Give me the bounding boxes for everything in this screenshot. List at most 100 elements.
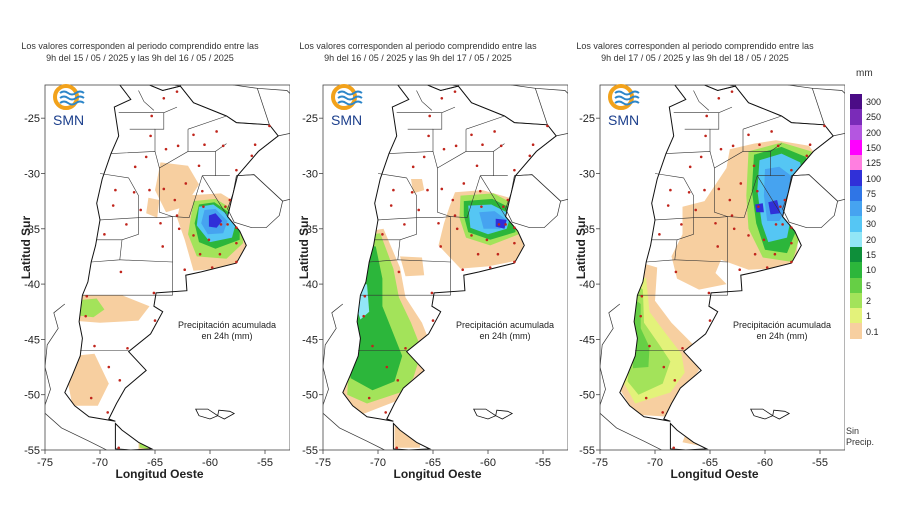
station-dot <box>704 134 707 138</box>
station-dot <box>219 223 223 226</box>
y-tick-label: -35 <box>24 224 40 236</box>
plot-frame <box>44 84 290 451</box>
legend-level-label: 125 <box>866 158 882 169</box>
station-dot <box>175 214 179 217</box>
station-dot <box>218 252 222 256</box>
station-dot <box>84 314 87 318</box>
legend-swatch <box>850 323 862 339</box>
station-dot <box>226 223 229 226</box>
station-dot <box>442 147 446 151</box>
station-dot <box>132 190 136 194</box>
x-tick-label: -55 <box>257 457 273 469</box>
y-tick-label: -55 <box>579 445 595 457</box>
x-axis-label: Longitud Oeste <box>116 467 204 481</box>
station-dot <box>440 96 444 100</box>
station-dot <box>758 143 761 147</box>
station-dot <box>126 346 129 350</box>
station-dot <box>250 154 254 158</box>
station-dot <box>235 241 238 245</box>
station-dot <box>488 266 492 269</box>
map-caption: Precipitación acumulada en 24h (mm) <box>732 320 832 341</box>
station-dot <box>756 189 759 193</box>
country-border <box>535 87 568 95</box>
province-border <box>388 151 438 185</box>
province-border <box>159 129 189 169</box>
legend-level-label: 15 <box>866 250 877 260</box>
province-border <box>159 184 173 217</box>
station-dot <box>431 319 435 322</box>
malvinas-outline <box>195 408 219 420</box>
province-border <box>215 143 227 152</box>
station-dot <box>732 227 736 231</box>
station-dot <box>703 188 706 192</box>
station-dot <box>493 130 496 133</box>
station-dot <box>192 133 195 137</box>
province-border <box>674 259 728 263</box>
station-dot <box>719 147 723 151</box>
station-dot <box>453 214 457 217</box>
legend-swatch <box>850 109 862 125</box>
y-tick-label: -45 <box>302 334 318 346</box>
malvinas-outline <box>473 408 497 420</box>
station-dot <box>774 223 778 226</box>
country-border <box>812 87 845 95</box>
panel-title: Los valores corresponden al periodo comp… <box>576 41 814 63</box>
station-dot <box>687 190 691 194</box>
y-tick-label: -30 <box>302 168 318 180</box>
station-dot <box>397 270 401 274</box>
station-dot <box>673 379 677 382</box>
y-tick-label: -30 <box>579 168 595 180</box>
station-dot <box>506 198 510 202</box>
tierra-del-fuego-outline <box>392 422 432 450</box>
country-border <box>785 35 831 61</box>
station-dot <box>731 144 735 148</box>
province-border <box>437 129 467 169</box>
station-dot <box>648 344 651 348</box>
station-dot <box>215 130 218 133</box>
station-dot <box>497 223 501 226</box>
country-border <box>179 85 270 126</box>
province-border <box>727 151 771 219</box>
station-dot <box>790 168 793 172</box>
station-dot <box>781 223 784 226</box>
smn-logo-text: SMN <box>608 112 639 128</box>
station-dot <box>235 260 238 264</box>
legend-swatch <box>850 185 862 202</box>
station-dot <box>753 252 757 256</box>
station-dot <box>162 96 166 100</box>
station-dot <box>268 124 271 128</box>
coastline <box>600 303 663 450</box>
province-border <box>377 173 417 218</box>
plot-frame <box>599 84 845 451</box>
map-panel-3: Los valores corresponden al periodo comp… <box>555 0 845 513</box>
malvinas-outline <box>772 409 791 420</box>
station-dot <box>496 252 500 256</box>
province-border <box>154 106 178 152</box>
station-dot <box>367 396 371 400</box>
station-dot <box>765 266 769 269</box>
station-dot <box>198 252 202 256</box>
y-tick-label: -35 <box>579 224 595 236</box>
country-border <box>674 85 736 91</box>
precip-field <box>619 140 826 446</box>
legend-level-label: 0.1 <box>866 326 879 337</box>
station-dot <box>790 241 793 245</box>
station-dot <box>428 114 431 118</box>
country-border <box>712 46 743 84</box>
station-dot <box>176 144 180 148</box>
station-dot <box>404 346 407 350</box>
station-dot <box>716 245 719 248</box>
station-dot <box>707 291 711 295</box>
station-dot <box>111 204 115 207</box>
station-dot <box>681 346 684 350</box>
station-dot <box>93 344 96 348</box>
station-dot <box>699 155 703 159</box>
legend-level-label: 75 <box>866 188 877 199</box>
province-border <box>96 217 139 241</box>
province-border <box>432 106 456 152</box>
station-dot <box>228 198 232 202</box>
legend-level-label: 300 <box>866 97 882 107</box>
x-axis-label: Longitud Oeste <box>394 467 482 481</box>
tierra-del-fuego-outline <box>114 422 154 450</box>
y-tick-label: -40 <box>302 279 318 291</box>
